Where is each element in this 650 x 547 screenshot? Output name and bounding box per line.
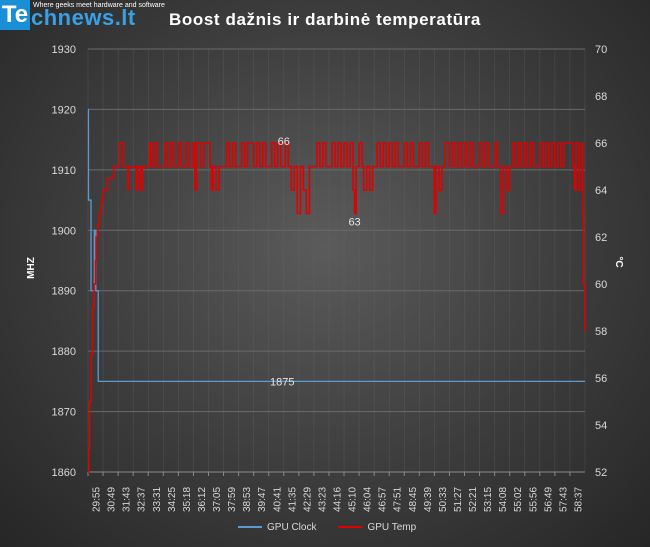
x-tick-label: 31:43 (122, 487, 133, 512)
x-tick-label: 35:18 (182, 487, 193, 512)
x-tick-label: 57:43 (558, 487, 569, 512)
legend-label-gpu-clock: GPU Clock (267, 521, 317, 533)
y-tick-label: 1860 (52, 467, 76, 479)
y2-tick-label: 52 (595, 467, 607, 479)
technews-logo: Te Where geeks meet hardware and softwar… (0, 0, 190, 30)
x-tick-label: 39:47 (257, 487, 268, 512)
y2-tick-label: 62 (595, 232, 607, 244)
x-tick-label: 36:12 (197, 487, 208, 512)
chart-title: Boost dažnis ir darbinė temperatūra (169, 10, 481, 29)
y2-tick-label: 60 (595, 279, 607, 291)
x-tick-label: 37:05 (212, 487, 223, 512)
legend-swatch-gpu-temp (338, 526, 363, 528)
x-tick-label: 29:55 (92, 487, 103, 512)
x-tick-label: 53:15 (483, 487, 494, 512)
y2-tick-label: 68 (595, 91, 607, 103)
x-tick-label: 38:53 (242, 487, 253, 512)
y2-axis-label: °C (613, 256, 624, 267)
legend-item-gpu-clock: GPU Clock (238, 522, 316, 533)
y-tick-label: 1880 (52, 346, 76, 358)
x-tick-label: 46:57 (378, 487, 389, 512)
logo-text: chnews.lt (31, 5, 136, 30)
x-tick-label: 30:49 (107, 487, 118, 512)
x-tick-label: 48:45 (408, 487, 419, 512)
x-tick-label: 33:31 (152, 487, 163, 512)
x-tick-label: 34:25 (167, 487, 178, 512)
series-gpu-clock (87, 108, 585, 383)
grid (87, 48, 586, 473)
y2-tick-label: 54 (595, 420, 607, 432)
y-tick-label: 1930 (52, 44, 76, 56)
x-tick-label: 42:29 (302, 487, 313, 512)
x-tick-label: 44:16 (333, 487, 344, 512)
y2-tick-label: 70 (595, 44, 607, 56)
left-axis-ticks: 1860 1870 1880 1890 1900 1910 1920 1930 (52, 44, 76, 479)
x-tick-label: 55:56 (528, 487, 539, 512)
series-gpu-temp (87, 142, 586, 473)
x-tick-label: 51:27 (453, 487, 464, 512)
y-tick-label: 1870 (52, 407, 76, 419)
y2-tick-label: 64 (595, 185, 607, 197)
x-tick-label: 40:41 (272, 487, 283, 512)
x-tick-label: 50:33 (438, 487, 449, 512)
x-tick-label: 41:35 (287, 487, 298, 512)
legend: GPU Clock GPU Temp (238, 519, 416, 535)
logo-tagline: Where geeks meet hardware and software (33, 2, 165, 9)
logo-badge: Te (0, 0, 30, 30)
x-tick-label: 46:04 (363, 487, 374, 512)
x-tick-label: 47:51 (393, 487, 404, 512)
right-axis-ticks: 52 54 56 58 60 62 64 66 68 70 (595, 44, 607, 479)
legend-swatch-gpu-clock (238, 526, 262, 528)
legend-item-gpu-temp: GPU Temp (338, 522, 416, 533)
y2-tick-label: 56 (595, 373, 607, 385)
y-tick-label: 1900 (52, 225, 76, 237)
x-tick-label: 58:37 (573, 487, 584, 512)
legend-label-gpu-temp: GPU Temp (367, 521, 417, 533)
data-label: 1875 (270, 376, 294, 388)
y-axis-label: MHZ (26, 257, 37, 279)
series-lines (87, 108, 586, 473)
y-tick-label: 1920 (52, 104, 76, 116)
y2-tick-label: 66 (595, 138, 607, 150)
x-tick-label: 43:23 (317, 487, 328, 512)
x-tick-label: 32:37 (137, 487, 148, 512)
y2-tick-label: 58 (595, 326, 607, 338)
data-label: 66 (278, 136, 290, 148)
annotations: 66 63 1875 (270, 136, 361, 388)
y-tick-label: 1910 (52, 165, 76, 177)
x-tick-label: 55:02 (513, 487, 524, 512)
x-tick-label: 49:39 (423, 487, 434, 512)
x-tick-label: 37:59 (227, 487, 238, 512)
x-tick-label: 52:21 (468, 487, 479, 512)
x-tick-label: 56:49 (543, 487, 554, 512)
data-label: 63 (348, 217, 360, 229)
y-tick-label: 1890 (52, 286, 76, 298)
x-tick-label: 54:08 (498, 487, 509, 512)
x-tick-label: 45:10 (348, 487, 359, 512)
x-axis-ticks: 29:55 30:49 31:43 32:37 33:31 34:25 35:18 36:12… (87, 472, 584, 512)
